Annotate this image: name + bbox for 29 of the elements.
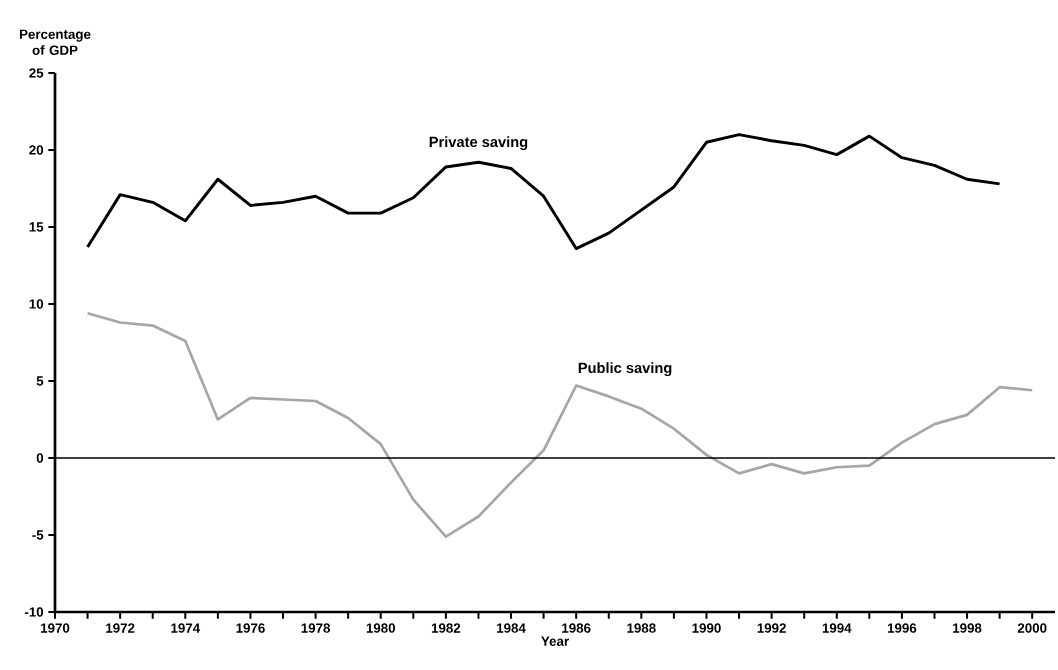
series-label: Public saving <box>578 362 672 377</box>
y-tick-label: -5 <box>32 530 44 540</box>
x-axis-title: Year <box>541 636 569 646</box>
x-tick-label: 1990 <box>692 623 721 633</box>
x-tick-label: 2000 <box>1017 623 1047 633</box>
x-tick-label: 1996 <box>887 623 917 633</box>
x-tick-label: 1970 <box>41 623 70 633</box>
x-tick-label: 1992 <box>757 623 786 633</box>
x-tick-label: 1976 <box>236 623 265 633</box>
x-tick-label: 1982 <box>431 623 461 633</box>
x-tick-label: 1974 <box>171 623 201 633</box>
y-tick-label: 5 <box>36 376 44 386</box>
x-tick-label: 1980 <box>366 623 396 633</box>
series-label: Private saving <box>429 136 528 151</box>
x-tick-label: 1984 <box>497 623 526 633</box>
line-series <box>86 311 1034 538</box>
y-axis-title: Percentage of GDP <box>19 29 91 55</box>
x-tick-label: 1994 <box>822 623 852 633</box>
y-tick-label: 15 <box>29 222 44 232</box>
y-tick-label: 20 <box>29 145 44 155</box>
y-tick-label: 25 <box>29 68 44 78</box>
x-tick-label: 1978 <box>301 623 331 633</box>
y-tick-label: 10 <box>29 299 44 309</box>
x-tick-label: 1986 <box>562 623 591 633</box>
y-tick-label: 0 <box>36 453 44 463</box>
x-tick-label: 1998 <box>953 623 982 633</box>
y-tick-label: -10 <box>24 607 44 617</box>
x-tick-label: 1972 <box>106 623 135 633</box>
x-tick-label: 1988 <box>627 623 656 633</box>
